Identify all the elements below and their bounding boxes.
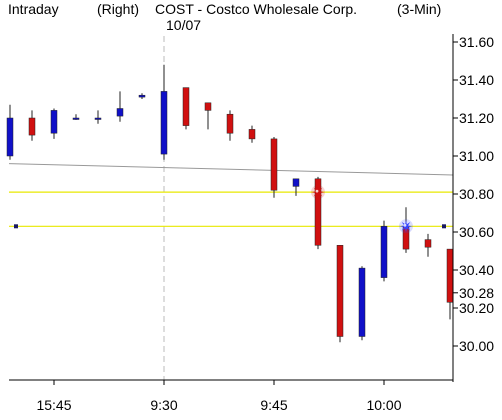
candle (182, 87, 190, 130)
axes-layer: 31.60 31.40 31.20 31.00 30.80 30.60 30.40 30.28… (9, 34, 494, 413)
star-marker-highlight-0 (315, 189, 319, 193)
x-tick-label: 9:30 (150, 397, 177, 413)
x-tick-label: 15:45 (36, 397, 71, 413)
candle-body (94, 117, 102, 120)
level-square-marker-right (442, 224, 446, 229)
candle (226, 110, 234, 141)
candle (28, 110, 36, 141)
candle (138, 93, 146, 99)
symbol-title: COST - Costco Wholesale Corp. (155, 1, 357, 17)
candle-body (380, 226, 388, 278)
candle-body (28, 117, 36, 136)
candle-body (50, 110, 58, 134)
candle (160, 64, 168, 160)
reference-lines-layer (8, 163, 454, 227)
level-square-marker-left (14, 224, 18, 229)
chart-mode-label: Intraday (8, 1, 59, 17)
y-tick-label: 30.00 (459, 338, 494, 354)
candle-body (336, 245, 344, 337)
date-marker: 10/07 (166, 17, 201, 33)
axis-side-label: (Right) (97, 1, 139, 17)
candle-body (248, 129, 256, 140)
candle (116, 91, 124, 122)
candle-body (204, 102, 212, 111)
candle-body (314, 178, 322, 246)
y-tick-label: 31.00 (459, 148, 494, 164)
candle-body (182, 87, 190, 126)
candle-body (138, 94, 146, 98)
star-marker-1 (400, 220, 412, 233)
candle (6, 104, 14, 160)
candle-body (270, 138, 278, 191)
candle (292, 178, 300, 196)
y-tick-label: 31.20 (459, 110, 494, 126)
y-tick-label: 31.40 (459, 72, 494, 88)
star-marker-0 (312, 186, 324, 199)
y-tick-label: 30.20 (459, 300, 494, 316)
candle (204, 102, 212, 130)
candle-body (72, 117, 80, 120)
candle-body (446, 248, 454, 303)
candle (446, 248, 454, 320)
candle-body (116, 108, 124, 117)
y-tick-label: 30.28 (459, 285, 494, 301)
candles-layer (6, 64, 454, 343)
candle (72, 114, 80, 120)
x-tick-label: 9:45 (260, 397, 287, 413)
y-tick-label: 31.60 (459, 34, 494, 50)
candle-body (358, 267, 366, 337)
candle-body (160, 91, 168, 155)
markers-layer (14, 185, 446, 234)
candle (248, 125, 256, 143)
y-tick-label: 30.60 (459, 224, 494, 240)
candle-body (424, 239, 432, 248)
candle (336, 245, 344, 343)
candle-body (292, 178, 300, 187)
candle (358, 266, 366, 341)
y-tick-label: 30.80 (459, 186, 494, 202)
candle (270, 137, 278, 198)
candle-body (6, 117, 14, 157)
interval-label: (3-Min) (397, 1, 441, 17)
candle-body (226, 113, 234, 134)
star-marker-highlight-1 (403, 223, 407, 227)
candle (380, 220, 388, 282)
candle (50, 108, 58, 139)
candle (424, 233, 432, 257)
y-tick-label: 30.40 (459, 262, 494, 278)
reference-line (8, 163, 454, 176)
candle (94, 110, 102, 124)
x-tick-label: 10:00 (366, 397, 401, 413)
